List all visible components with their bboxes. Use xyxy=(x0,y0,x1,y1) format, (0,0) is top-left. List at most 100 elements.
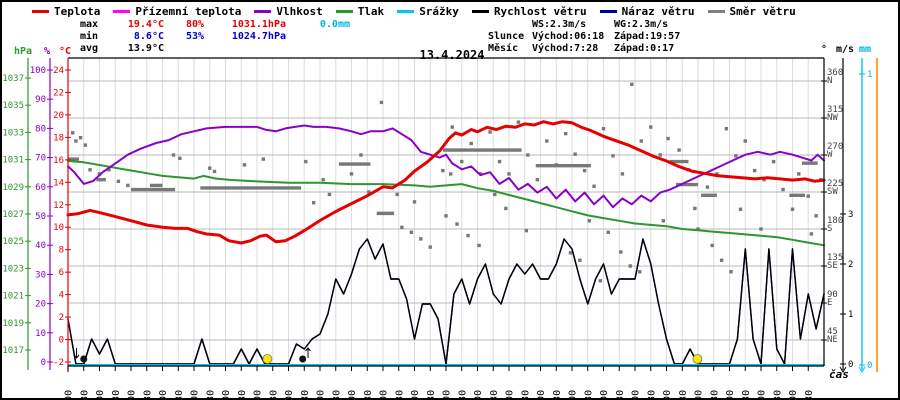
wind-direction-dot xyxy=(178,156,182,160)
time-tick-label: 04:30 xyxy=(205,390,216,398)
wind-direction-dot xyxy=(771,159,776,164)
direction-dir-label: NW xyxy=(827,113,838,123)
wind-direction-dot xyxy=(535,177,540,182)
time-tick-label: 06:30 xyxy=(268,390,279,398)
legend-swatch xyxy=(397,10,415,13)
time-tick-label: 01:00 xyxy=(95,390,106,398)
wind-direction-dot xyxy=(126,183,130,188)
wind-direction-dot xyxy=(619,250,623,254)
wind-direction-dot xyxy=(661,219,666,223)
time-tick-label: 01:30 xyxy=(111,390,122,398)
wind-direction-dot xyxy=(208,166,212,170)
humidity-tick-label: 80 xyxy=(35,124,46,134)
time-tick-label: 19:30 xyxy=(678,390,689,398)
precip-tick-label: 0 xyxy=(867,361,872,371)
temperature-tick-label: 0 xyxy=(59,336,64,346)
direction-tick-label: 360 xyxy=(827,68,843,78)
wind-direction-dot xyxy=(743,139,747,143)
time-tick-label: 13:00 xyxy=(473,390,484,398)
time-tick-label: 16:30 xyxy=(583,390,594,398)
moonset-time: Západ:0:17 xyxy=(614,43,675,54)
time-tick-label: 23:00 xyxy=(788,390,799,398)
legend-item-rychlost-v-tru: Rychlost větru xyxy=(471,5,587,18)
stat-row-min: min 8.6°C 53% 1024.7hPa xyxy=(80,31,350,43)
wind-direction-dot xyxy=(677,148,681,152)
pressure-tick-label: 1035 xyxy=(2,101,24,111)
wind-direction-dot xyxy=(242,163,247,167)
time-tick-label: 07:00 xyxy=(284,390,295,398)
wind-direction-dot xyxy=(705,185,710,189)
temperature-tick-label: 16 xyxy=(53,156,64,166)
direction-dir-label: N xyxy=(827,76,832,86)
time-tick-label: 04:00 xyxy=(190,390,201,398)
wind-direction-dot xyxy=(449,172,453,176)
stats-minmax-block: max 19.4°C 80% 1031.1hPa 0.0mm min 8.6°C 53% 102… xyxy=(80,19,350,55)
stat-value: 8.6°C xyxy=(133,31,164,42)
wind-direction-dot xyxy=(666,136,670,141)
wind-direction-dot xyxy=(809,232,814,236)
wind-direction-dot xyxy=(639,139,643,143)
direction-dir-label: SW xyxy=(827,187,838,197)
legend-swatch xyxy=(32,10,49,13)
time-tick-label: 10:30 xyxy=(394,390,405,398)
moon-label: Měsíc xyxy=(488,43,519,54)
precip-tick-label: 1 xyxy=(867,70,872,80)
wind-direction-dot xyxy=(349,172,354,176)
temperature-tick-label: 12 xyxy=(53,201,64,211)
humidity-tick-label: 30 xyxy=(35,270,46,280)
direction-dir-label: W xyxy=(827,150,833,160)
wind-direction-dot xyxy=(450,125,454,129)
wind-direction-dot xyxy=(587,219,592,223)
wind-direction-dot xyxy=(367,190,371,194)
wind-direction-dot xyxy=(601,126,606,131)
wind-direction-dot xyxy=(395,192,399,197)
windspeed-axis-unit: m/s xyxy=(836,44,855,55)
wind-direction-dot xyxy=(710,243,714,248)
legend-item-n-raz-v-tru: Náraz větru xyxy=(599,5,695,18)
time-tick-label: 02:00 xyxy=(127,390,138,398)
direction-dir-label: S xyxy=(827,224,832,234)
windspeed-tick-label: 2 xyxy=(848,260,853,270)
wind-direction-dot xyxy=(493,192,497,197)
wind-direction-dot xyxy=(545,139,549,143)
legend-label: Rychlost větru xyxy=(493,5,587,18)
wind-direction-dot xyxy=(71,131,75,135)
wind-direction-dot xyxy=(724,126,729,131)
wind-direction-dot xyxy=(759,227,763,231)
pressure-tick-label: 1029 xyxy=(2,183,24,193)
time-tick-label: 07:30 xyxy=(300,390,311,398)
temperature-tick-label: 6 xyxy=(59,268,64,278)
time-tick-label: 20:00 xyxy=(694,390,705,398)
time-tick-label: 17:00 xyxy=(599,390,610,398)
time-tick-label: 14:00 xyxy=(505,390,516,398)
wind-direction-dot xyxy=(400,225,404,230)
pressure-tick-label: 1033 xyxy=(2,128,24,138)
direction-tick-label: 270 xyxy=(827,142,843,152)
wind-direction-dot xyxy=(504,206,508,211)
time-tick-label: 00:30 xyxy=(79,390,90,398)
legend-label: Srážky xyxy=(419,5,459,18)
wind-gust-stat: WG:2.3m/s xyxy=(614,19,669,30)
legend-item-sr-ky: Srážky xyxy=(397,5,459,18)
moon-set-arrow-head xyxy=(73,354,80,359)
sunset-time: Západ:19:57 xyxy=(614,31,681,42)
temperature-tick-label: 22 xyxy=(53,88,64,98)
chart-legend: Teplota Přízemní teplota Vlhkost Tlak Srážky… xyxy=(32,5,796,18)
sun-rise-marker xyxy=(262,354,273,364)
direction-dir-label: E xyxy=(827,298,832,308)
direction-tick-label: 45 xyxy=(827,327,838,337)
wind-direction-dot xyxy=(564,131,568,136)
legend-item-p-zemn-teplota: Přízemní teplota xyxy=(113,5,241,18)
time-tick-label: 12:30 xyxy=(457,390,468,398)
pressure-tick-label: 1021 xyxy=(2,292,24,302)
stat-value: 19.4°C xyxy=(127,19,164,30)
wind-direction-dot xyxy=(116,179,121,184)
temperature-tick-label: 14 xyxy=(53,178,64,188)
temperature-tick-label: 10 xyxy=(53,223,64,233)
stat-label: max xyxy=(80,19,99,30)
pressure-tick-label: 1017 xyxy=(2,346,24,356)
legend-label: Vlhkost xyxy=(276,5,323,18)
precip-axis-arrow xyxy=(858,366,866,373)
wind-direction-dot xyxy=(171,153,176,157)
wind-direction-dot xyxy=(719,258,724,262)
